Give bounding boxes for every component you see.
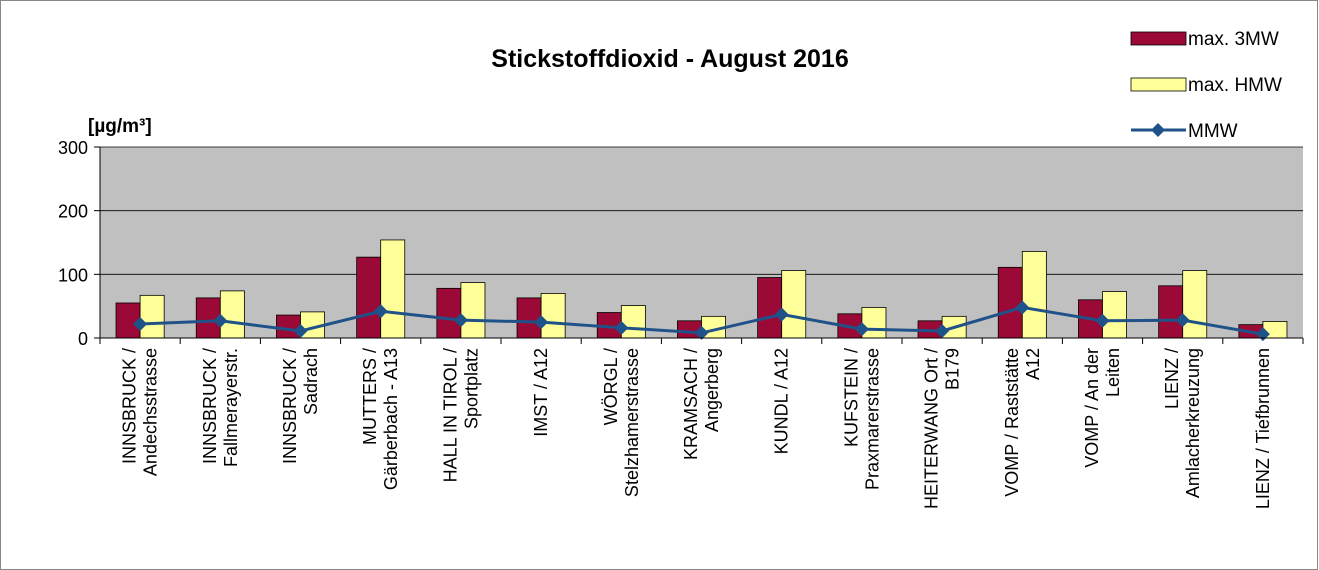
bar	[115, 302, 141, 339]
legend-label: MMW	[1188, 121, 1238, 142]
line-marker	[694, 325, 709, 340]
x-tick-label: MUTTERS /Gärberbach - A13	[360, 348, 401, 490]
line-marker	[293, 323, 308, 338]
legend-swatch	[1130, 77, 1187, 92]
line-marker	[935, 323, 950, 338]
line-marker	[614, 320, 629, 335]
legend-label: max. 3MW	[1188, 29, 1279, 50]
y-axis-label: [µg/m³]	[88, 116, 152, 137]
bar	[356, 256, 382, 339]
line-marker	[1175, 313, 1190, 328]
bar	[540, 293, 566, 339]
x-tick-label: INNSBRUCK /Sadrach	[280, 348, 321, 464]
bar	[276, 314, 301, 339]
bar	[380, 239, 406, 339]
bar	[861, 307, 887, 339]
bar	[781, 270, 807, 339]
x-tick-label: LIENZ / Tiefbrunnen	[1253, 348, 1273, 509]
x-tick-label: KUFSTEIN /Praxmarerstrasse	[841, 348, 882, 490]
line-marker	[133, 316, 148, 331]
x-tick-label: IMST / A12	[531, 348, 551, 437]
bar	[997, 266, 1023, 339]
bar	[1102, 291, 1127, 339]
bar	[1182, 270, 1208, 339]
legend-swatch	[1151, 123, 1165, 137]
bar	[516, 297, 542, 339]
x-tick-label: INNSBRUCK /Fallmerayerstr.	[200, 348, 241, 467]
bar	[757, 277, 783, 339]
legend-swatch	[1130, 31, 1187, 46]
line-marker	[774, 307, 789, 322]
bar	[460, 282, 486, 339]
x-tick-label: VOMP / RaststätteA12	[1002, 348, 1043, 497]
x-tick-label: KUNDL / A12	[772, 348, 792, 454]
line-marker	[534, 315, 549, 330]
bar	[620, 305, 646, 339]
x-tick-label: HALL IN TIROL /Sportplatz	[440, 348, 481, 482]
y-tick-label: 0	[78, 329, 88, 349]
x-tick-label: VOMP / An derLeiten	[1082, 348, 1123, 468]
bar	[139, 294, 165, 339]
y-tick-label: 300	[58, 138, 88, 158]
x-tick-label: INNSBRUCK /Andechsstrasse	[120, 348, 161, 476]
y-tick-label: 100	[58, 265, 88, 285]
x-tick-label: WÖRGL /Stelzhamerstrasse	[601, 348, 642, 497]
line-marker	[373, 304, 388, 319]
line-marker	[1095, 313, 1110, 328]
bar	[1021, 251, 1047, 339]
x-tick-label: HEITERWANG Ort /B179	[922, 348, 963, 509]
bar	[219, 290, 245, 339]
bar	[436, 287, 462, 339]
line-marker	[453, 313, 468, 328]
legend-label: max. HMW	[1188, 75, 1282, 96]
line-marker	[213, 313, 228, 328]
bar	[1158, 285, 1184, 339]
line-marker	[854, 322, 869, 337]
chart-title: Stickstoffdioxid - August 2016	[491, 45, 848, 73]
y-tick-label: 200	[58, 202, 88, 222]
x-tick-label: KRAMSACH /Angerberg	[681, 348, 722, 460]
x-tick-label: LIENZ /Amlacherkreuzung	[1162, 348, 1203, 498]
line-marker	[1015, 300, 1030, 315]
